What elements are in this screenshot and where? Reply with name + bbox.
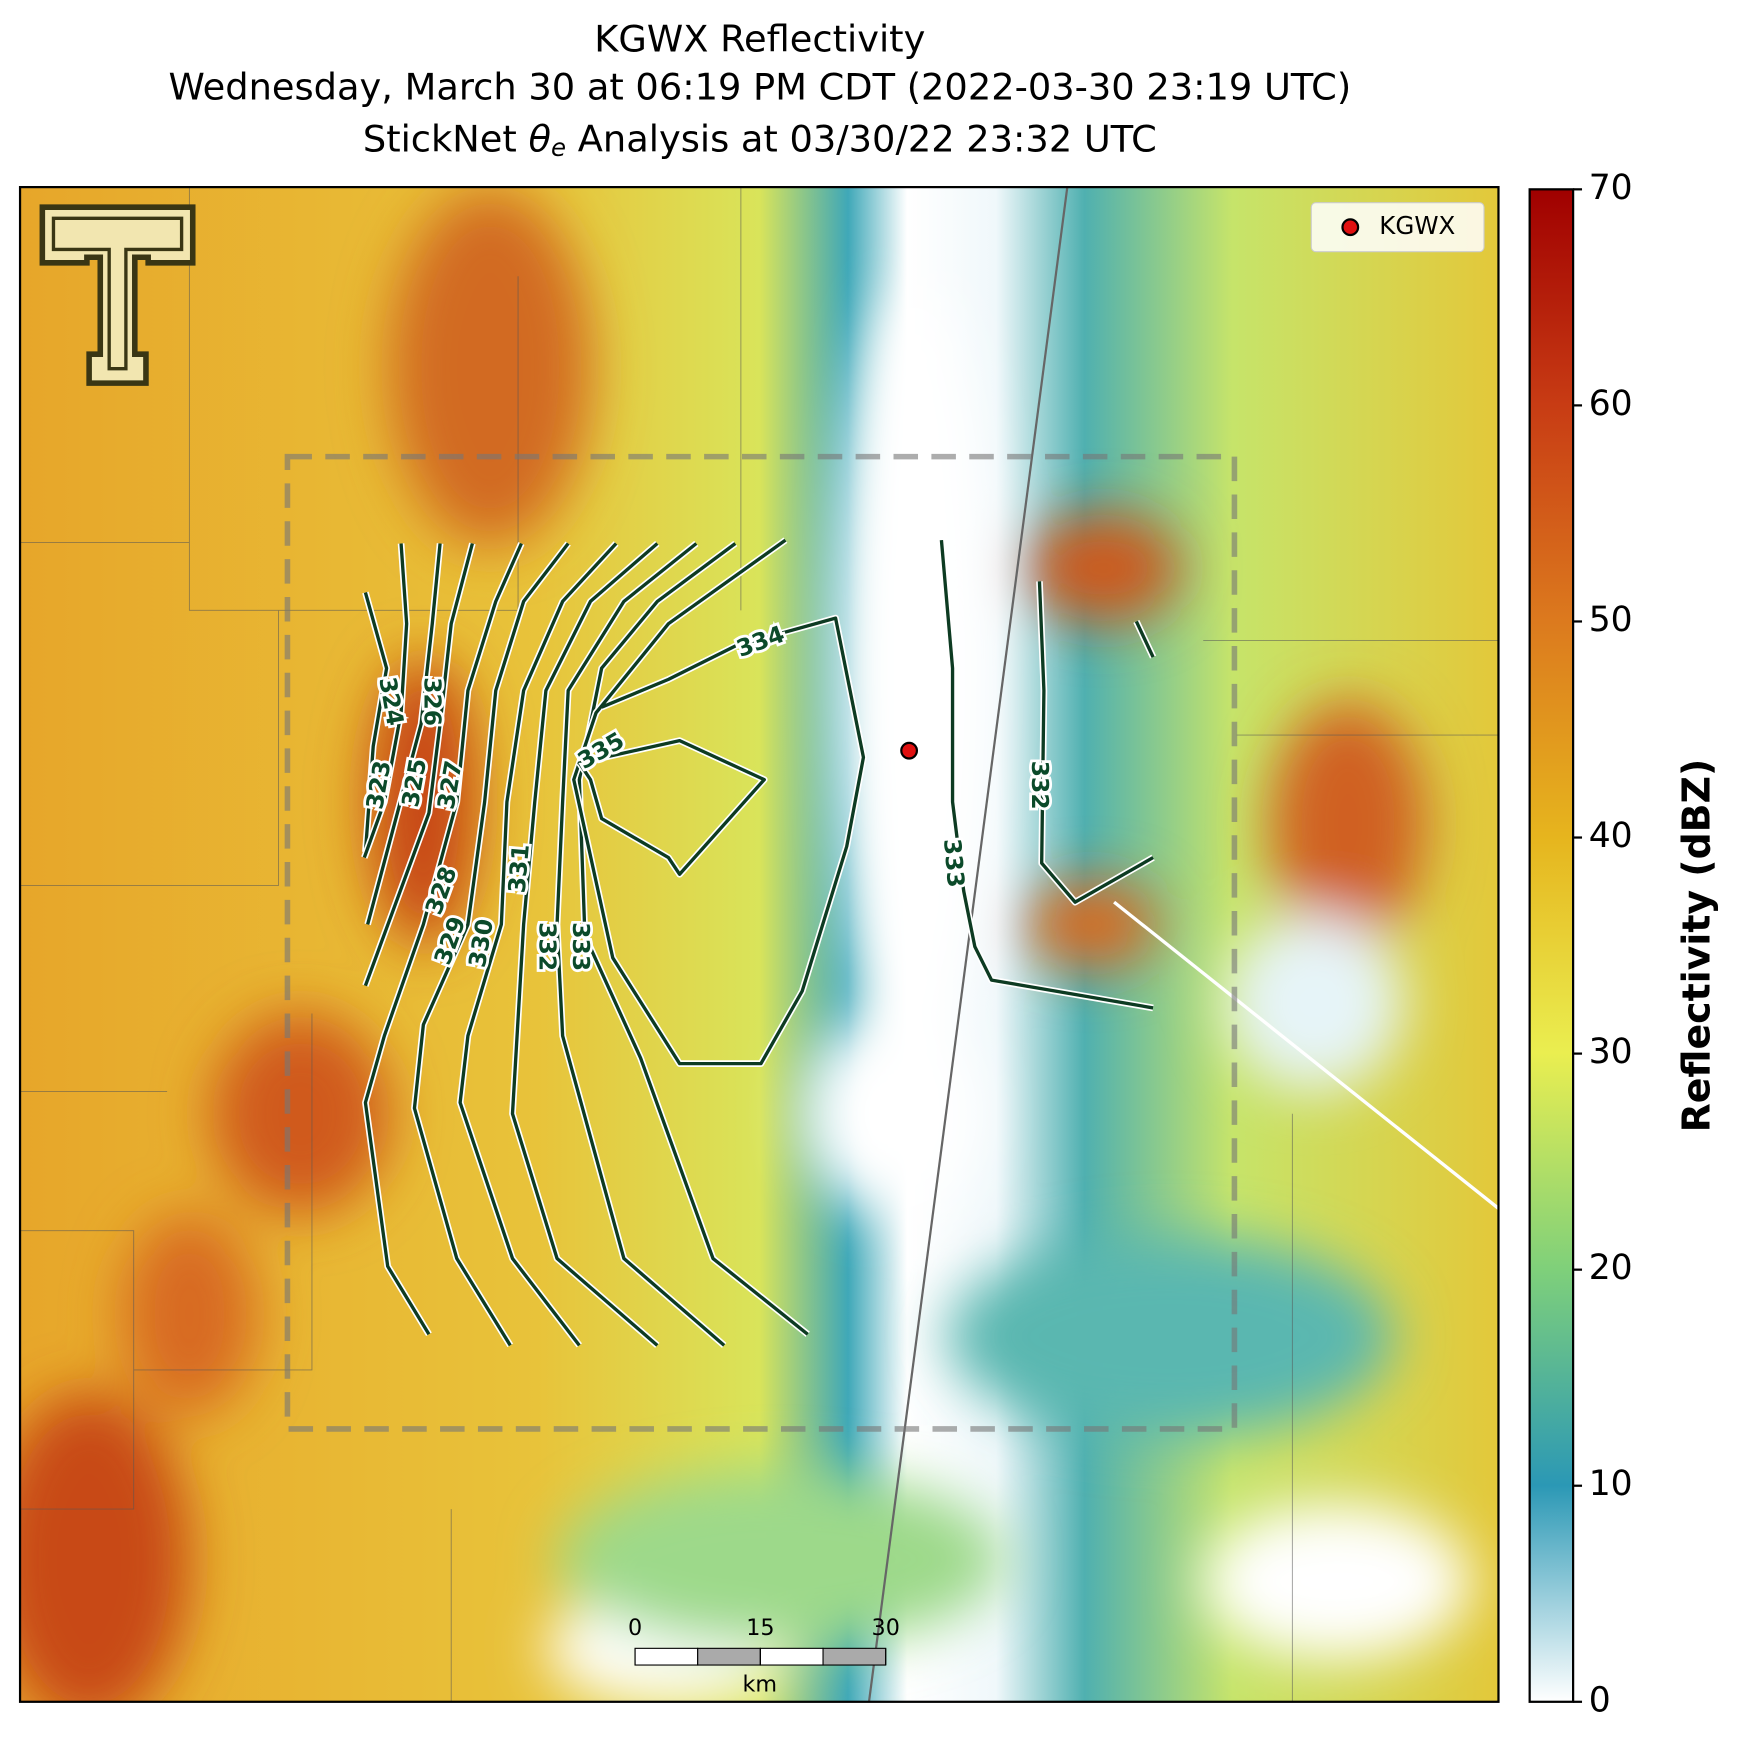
legend: KGWX xyxy=(1310,202,1485,253)
scale-tick-label: 15 xyxy=(746,1615,774,1641)
contour-line xyxy=(458,542,618,1347)
highway xyxy=(867,187,1069,1702)
legend-label: KGWX xyxy=(1379,211,1455,240)
contour-line xyxy=(362,543,409,859)
contour-line xyxy=(572,538,866,1066)
title-part: StickNet xyxy=(363,117,529,160)
scale-segment xyxy=(697,1647,761,1666)
scale-tick-label: 0 xyxy=(628,1615,642,1641)
contour-line xyxy=(939,540,1154,1010)
colorbar-tick-label: 10 xyxy=(1589,1464,1633,1504)
contour-line xyxy=(363,542,523,1336)
scale-segment xyxy=(759,1647,824,1666)
contour-label: 331 xyxy=(503,843,535,894)
logo xyxy=(39,204,196,386)
colorbar-tick-label: 20 xyxy=(1589,1248,1633,1288)
analysis-domain-box xyxy=(284,453,1238,1432)
radar-radial xyxy=(1113,900,1499,1210)
colorbar-tick-label: 70 xyxy=(1589,168,1633,208)
contour-line xyxy=(577,738,766,876)
contour-line xyxy=(366,543,442,925)
contour-line xyxy=(577,542,809,1336)
title-line: KGWX Reflectivity xyxy=(594,18,925,61)
scale-segment xyxy=(822,1647,887,1666)
colorbar-tick-label: 0 xyxy=(1589,1680,1611,1720)
legend-marker xyxy=(1341,218,1360,237)
title-part: θ xyxy=(529,117,551,160)
contour-line xyxy=(1134,620,1155,658)
contour-line xyxy=(510,542,659,1347)
contour-label: 332 xyxy=(533,922,561,971)
colorbar-ramp xyxy=(1528,188,1575,1703)
title-line: StickNet θe Analysis at 03/30/22 23:32 U… xyxy=(363,117,1157,162)
scale-bar: km 0 15 30 xyxy=(628,1615,900,1698)
radar-site xyxy=(900,741,919,760)
contour-line xyxy=(412,542,570,1347)
contour-label: 326 xyxy=(419,677,447,726)
contour-label: 333 xyxy=(567,922,595,971)
colorbar: Reflectivity (dBZ) 0 10 20 30 40 50 60 70 xyxy=(1528,168,1719,1720)
scale-segment xyxy=(634,1647,699,1666)
title-part: e xyxy=(551,133,566,162)
colorbar-tick-label: 30 xyxy=(1589,1032,1633,1072)
contour-line xyxy=(1037,581,1154,904)
scale-unit: km xyxy=(743,1672,778,1698)
contour-line xyxy=(363,592,389,853)
colorbar-tick-label: 40 xyxy=(1589,816,1633,856)
title-part: Analysis at 03/30/22 23:32 UTC xyxy=(566,117,1157,160)
contour-line xyxy=(555,542,726,1347)
contour-label: 332 xyxy=(1026,761,1054,810)
contour-line xyxy=(363,543,474,987)
colorbar-tick-label: 60 xyxy=(1589,384,1633,424)
title-line: Wednesday, March 30 at 06:19 PM CDT (202… xyxy=(168,66,1351,109)
scale-tick-label: 30 xyxy=(872,1615,900,1641)
legend-box xyxy=(1310,202,1485,253)
colorbar-label: Reflectivity (dBZ) xyxy=(1675,759,1719,1133)
colorbar-tick-label: 50 xyxy=(1589,600,1633,640)
contour-label: 333 xyxy=(938,837,970,888)
map-frame xyxy=(18,185,1500,1703)
